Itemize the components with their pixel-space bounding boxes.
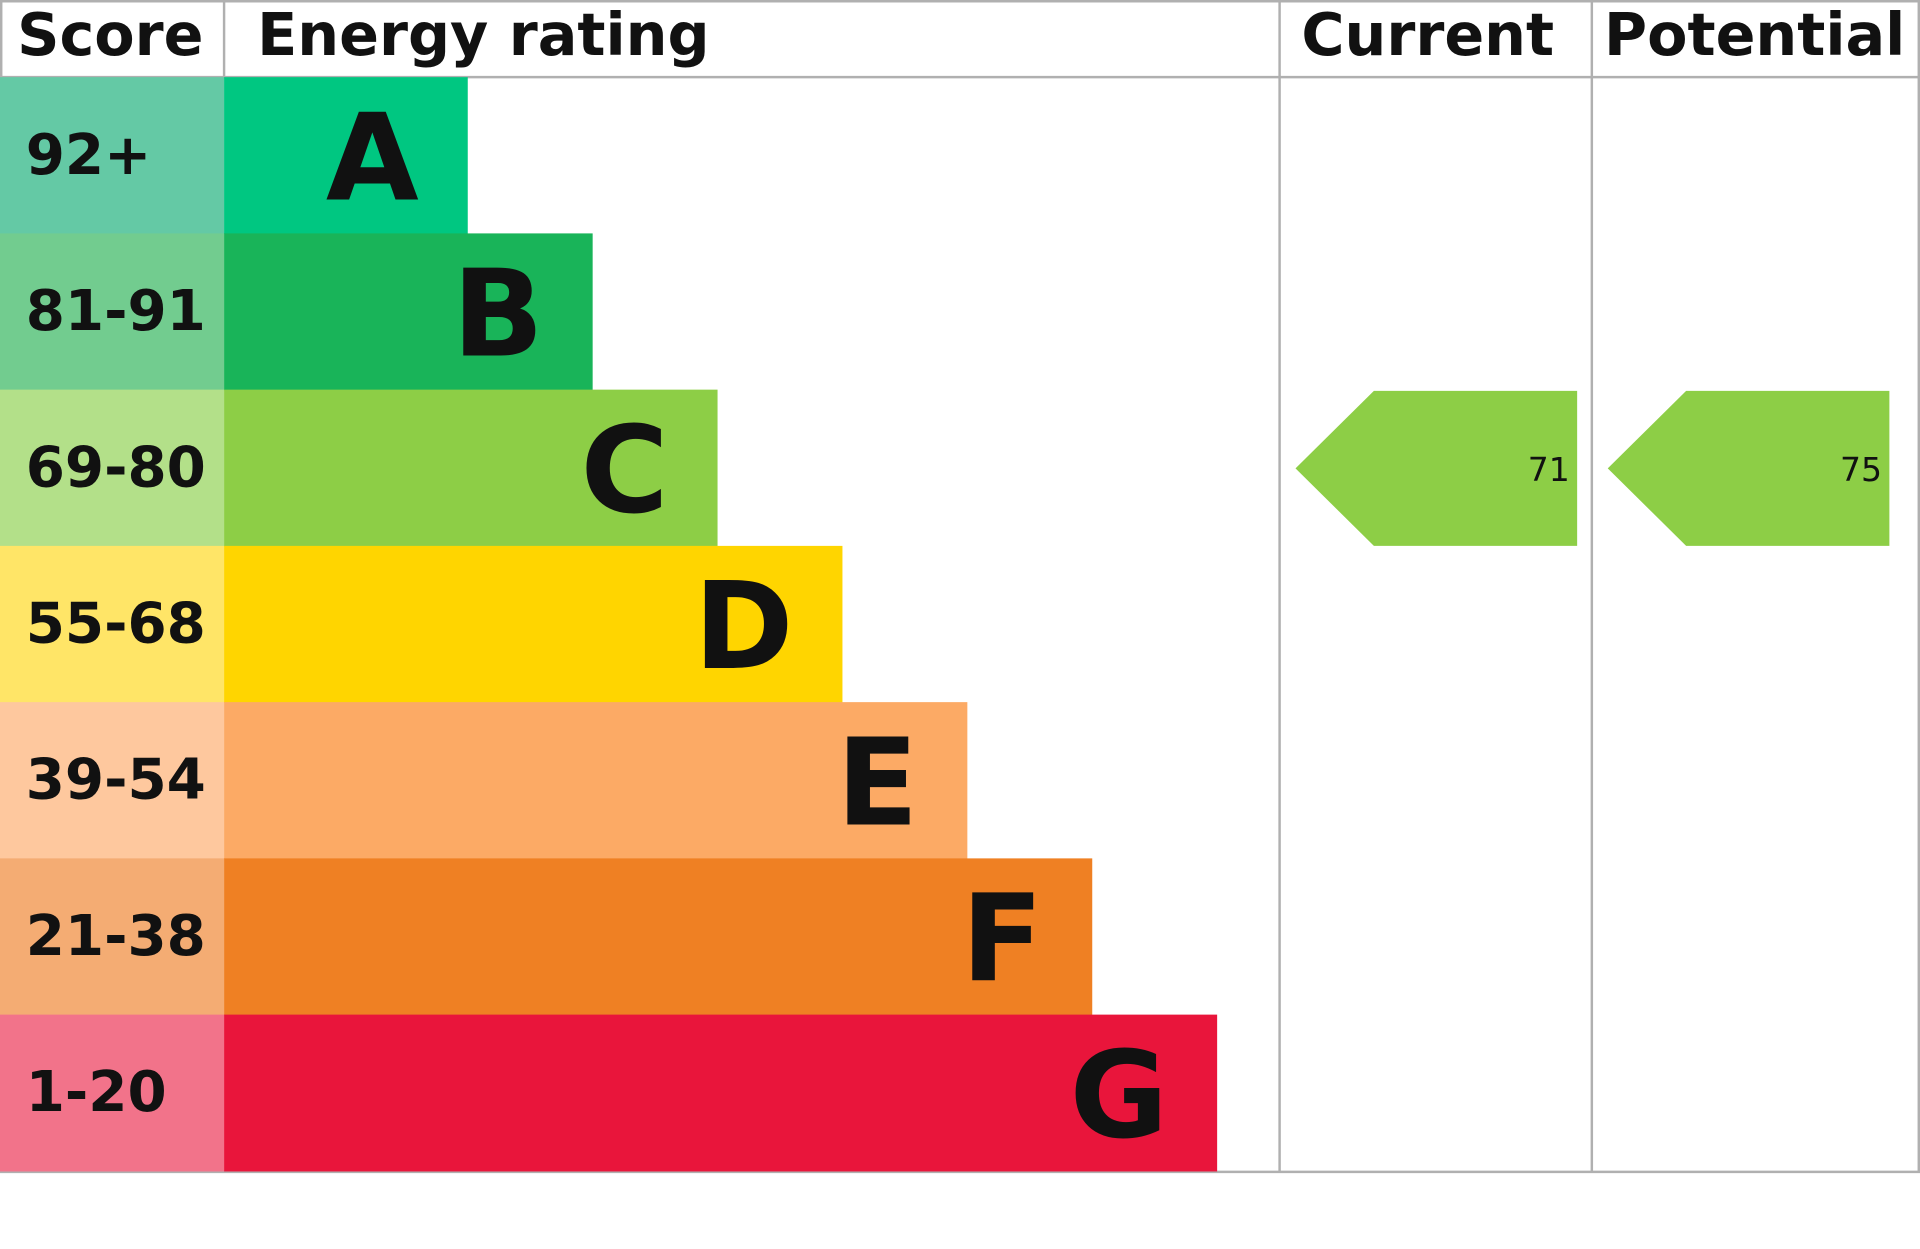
current-value: 71 [1528,450,1570,489]
rating-letter: F [961,871,1043,1010]
score-cell [0,233,225,391]
potential-value: 75 [1840,450,1882,489]
current-header: Current [1301,0,1554,69]
score-cell [0,545,225,703]
rating-bar [224,233,593,391]
rating-letter: D [694,558,794,697]
score-label: 92+ [26,123,152,188]
rating-letter: E [836,714,918,853]
rating-bar [224,858,1093,1016]
score-cell [0,858,225,1016]
rating-bar [224,389,718,547]
rating-letter: G [1070,1027,1169,1166]
score-label: 69-80 [26,435,206,500]
rating-bar [224,77,468,235]
score-cell [0,77,225,235]
rating-header: Energy rating [257,0,709,69]
score-label: 21-38 [26,904,206,969]
potential-arrow [1607,390,1890,546]
score-cell [0,389,225,547]
rating-letter: B [452,246,543,385]
rating-letter: C [580,402,668,541]
score-label: 1-20 [26,1060,167,1125]
score-cell [0,1014,225,1172]
score-label: 81-91 [26,279,206,344]
rating-bar [224,702,968,859]
rating-bar [224,1014,1218,1172]
score-cell [0,702,225,859]
score-label: 55-68 [26,592,206,657]
score-header: Score [17,0,203,69]
potential-header: Potential [1604,0,1905,69]
rating-letter: A [326,89,419,228]
rating-bar [224,545,843,703]
current-arrow [1295,390,1578,546]
score-label: 39-54 [26,748,206,813]
